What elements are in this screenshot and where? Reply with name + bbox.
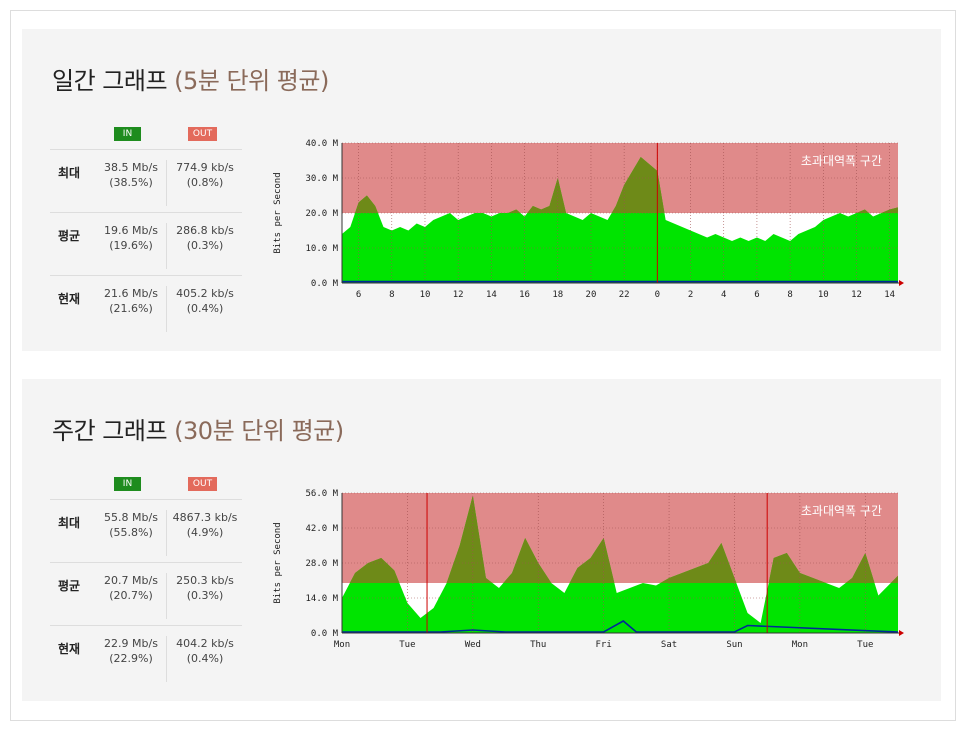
x-tick-label: Mon xyxy=(792,640,808,650)
weekly-graph-panel: 주간 그래프 (30분 단위 평균) IN OUT 최대 55.8 Mb/s (5… xyxy=(22,379,941,701)
x-tick-label: Mon xyxy=(334,640,350,650)
x-tick-label: 6 xyxy=(356,290,361,300)
y-tick-label: 0.0 M xyxy=(311,629,339,639)
row-label: 평균 xyxy=(58,579,81,593)
weekly-graph-title: 주간 그래프 (30분 단위 평균) xyxy=(52,411,344,446)
in-value: 19.6 Mb/s (19.6%) xyxy=(104,224,158,252)
out-traffic-line xyxy=(342,620,899,633)
y-tick-label: 40.0 M xyxy=(305,139,338,149)
over-bandwidth-annotation: 초과대역폭 구간 xyxy=(801,504,882,518)
x-tick-label: Tue xyxy=(857,640,873,650)
x-tick-label: 14 xyxy=(884,290,895,300)
out-value: 4867.3 kb/s (4.9%) xyxy=(166,510,243,556)
row-label: 현재 xyxy=(58,292,81,306)
in-value: 20.7 Mb/s (20.7%) xyxy=(104,574,158,602)
out-value: 774.9 kb/s (0.8%) xyxy=(166,160,243,206)
x-tick-label: Fri xyxy=(596,640,612,650)
y-tick-label: 28.0 M xyxy=(305,559,338,569)
y-tick-label: 56.0 M xyxy=(305,489,338,499)
y-tick-label: 30.0 M xyxy=(305,174,338,184)
x-tick-label: 12 xyxy=(851,290,862,300)
x-tick-label: 16 xyxy=(519,290,530,300)
weekly-row-avg: 평균 20.7 Mb/s (20.7%) 250.3 kb/s (0.3%) xyxy=(50,562,242,625)
weekly-out-badge: OUT xyxy=(188,477,217,491)
y-tick-label: 10.0 M xyxy=(305,244,338,254)
daily-stats-table: IN OUT 최대 38.5 Mb/s (38.5%) 774.9 kb/s (0.… xyxy=(50,127,242,338)
row-label: 현재 xyxy=(58,642,81,656)
y-axis-label: Bits per Second xyxy=(273,522,283,603)
x-tick-label: 12 xyxy=(453,290,464,300)
outer-frame xyxy=(10,10,956,721)
over-bandwidth-annotation: 초과대역폭 구간 xyxy=(801,154,882,168)
y-tick-label: 14.0 M xyxy=(305,594,338,604)
daily-graph-title: 일간 그래프 (5분 단위 평균) xyxy=(52,61,329,96)
x-tick-label: Tue xyxy=(399,640,415,650)
in-value: 21.6 Mb/s (21.6%) xyxy=(104,287,158,315)
x-tick-label: 8 xyxy=(389,290,394,300)
daily-graph-panel: 일간 그래프 (5분 단위 평균) IN OUT 최대 38.5 Mb/s (38… xyxy=(22,29,941,351)
out-value: 405.2 kb/s (0.4%) xyxy=(166,286,243,332)
out-value: 286.8 kb/s (0.3%) xyxy=(166,223,243,269)
x-tick-label: Sun xyxy=(726,640,742,650)
weekly-traffic-chart: 0.0 M 14.0 M 28.0 M 42.0 M 56.0 M Mon Tue Wed Th… xyxy=(270,483,910,673)
out-value: 250.3 kb/s (0.3%) xyxy=(166,573,243,619)
daily-in-badge: IN xyxy=(114,127,141,141)
x-tick-label: 18 xyxy=(552,290,563,300)
x-tick-label: 20 xyxy=(586,290,597,300)
in-value: 55.8 Mb/s (55.8%) xyxy=(104,511,158,539)
daily-title-main: 일간 그래프 xyxy=(52,67,168,95)
daily-out-badge: OUT xyxy=(188,127,217,141)
weekly-row-max: 최대 55.8 Mb/s (55.8%) 4867.3 kb/s (4.9%) xyxy=(50,499,242,562)
y-tick-label: 0.0 M xyxy=(311,279,339,289)
weekly-title-main: 주간 그래프 xyxy=(52,417,168,445)
x-tick-label: 10 xyxy=(420,290,431,300)
x-tick-label: Sat xyxy=(661,640,677,650)
x-axis-arrow xyxy=(899,280,904,286)
in-value: 38.5 Mb/s (38.5%) xyxy=(104,161,158,189)
in-traffic-area xyxy=(342,495,898,633)
y-axis-label: Bits per Second xyxy=(273,172,283,253)
row-label: 평균 xyxy=(58,229,81,243)
x-tick-label: 8 xyxy=(787,290,792,300)
out-value: 404.2 kb/s (0.4%) xyxy=(166,636,243,682)
daily-row-max: 최대 38.5 Mb/s (38.5%) 774.9 kb/s (0.8%) xyxy=(50,149,242,212)
in-traffic-over-area xyxy=(355,157,898,213)
over-bandwidth-zone xyxy=(342,493,898,583)
weekly-stats-table: IN OUT 최대 55.8 Mb/s (55.8%) 4867.3 kb/s (4… xyxy=(50,477,242,688)
x-tick-label: 0 xyxy=(655,290,660,300)
x-tick-label: 2 xyxy=(688,290,693,300)
x-tick-label: Wed xyxy=(465,640,481,650)
daily-traffic-chart: 0.0 M 10.0 M 20.0 M 30.0 M 40.0 M 6 8 10 12 14 16 1… xyxy=(270,133,910,323)
y-tick-label: 42.0 M xyxy=(305,524,338,534)
in-traffic-area xyxy=(342,157,898,283)
x-tick-label: 4 xyxy=(721,290,726,300)
x-tick-label: 22 xyxy=(619,290,630,300)
x-tick-label: 14 xyxy=(486,290,497,300)
weekly-title-sub: (30분 단위 평균) xyxy=(174,417,344,445)
x-tick-label: 10 xyxy=(818,290,829,300)
x-tick-label: 6 xyxy=(754,290,759,300)
x-tick-label: Thu xyxy=(530,640,546,650)
daily-row-avg: 평균 19.6 Mb/s (19.6%) 286.8 kb/s (0.3%) xyxy=(50,212,242,275)
y-tick-label: 20.0 M xyxy=(305,209,338,219)
row-label: 최대 xyxy=(58,516,81,530)
daily-title-sub: (5분 단위 평균) xyxy=(174,67,329,95)
in-value: 22.9 Mb/s (22.9%) xyxy=(104,637,158,665)
weekly-row-current: 현재 22.9 Mb/s (22.9%) 404.2 kb/s (0.4%) xyxy=(50,625,242,688)
weekly-in-badge: IN xyxy=(114,477,141,491)
row-label: 최대 xyxy=(58,166,81,180)
daily-row-current: 현재 21.6 Mb/s (21.6%) 405.2 kb/s (0.4%) xyxy=(50,275,242,338)
x-axis-arrow xyxy=(899,630,904,636)
